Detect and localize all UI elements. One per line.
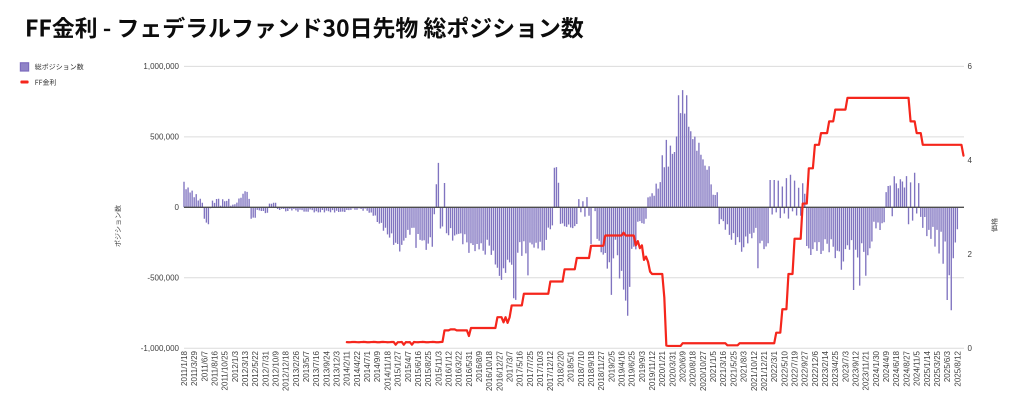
svg-text:2025/6/3: 2025/6/3 bbox=[943, 350, 952, 382]
svg-text:2016/12/27: 2016/12/27 bbox=[495, 350, 504, 391]
svg-text:2018/9/18: 2018/9/18 bbox=[587, 350, 596, 386]
svg-text:2021/3/16: 2021/3/16 bbox=[719, 350, 728, 386]
svg-text:2013/9/24: 2013/9/24 bbox=[322, 350, 331, 386]
svg-text:2021/10/12: 2021/10/12 bbox=[750, 350, 759, 391]
svg-text:2020/10/27: 2020/10/27 bbox=[699, 350, 708, 391]
svg-text:2023/9/12: 2023/9/12 bbox=[852, 350, 861, 386]
svg-text:2024/1/30: 2024/1/30 bbox=[872, 350, 881, 386]
svg-text:2018/5/1: 2018/5/1 bbox=[567, 350, 576, 382]
svg-text:2025/1/14: 2025/1/14 bbox=[923, 350, 932, 386]
svg-text:2015/11/3: 2015/11/3 bbox=[434, 350, 443, 386]
svg-text:2024/6/18: 2024/6/18 bbox=[892, 350, 901, 386]
svg-text:2016/1/12: 2016/1/12 bbox=[444, 350, 453, 386]
svg-text:0: 0 bbox=[175, 203, 180, 212]
svg-text:2025/8/12: 2025/8/12 bbox=[953, 350, 962, 386]
svg-text:2011/8/16: 2011/8/16 bbox=[210, 350, 219, 386]
svg-text:2014/11/18: 2014/11/18 bbox=[383, 350, 392, 390]
svg-text:2023/4/25: 2023/4/25 bbox=[831, 350, 840, 386]
svg-text:2015/8/25: 2015/8/25 bbox=[424, 350, 433, 386]
svg-text:2021/1/5: 2021/1/5 bbox=[709, 350, 718, 382]
svg-text:-500,000: -500,000 bbox=[147, 274, 179, 283]
svg-text:4: 4 bbox=[968, 156, 973, 165]
svg-text:2023/11/21: 2023/11/21 bbox=[862, 350, 871, 390]
svg-text:2013/12/3: 2013/12/3 bbox=[333, 350, 342, 386]
svg-text:2013/2/26: 2013/2/26 bbox=[292, 350, 301, 386]
svg-text:2015/4/7: 2015/4/7 bbox=[404, 350, 413, 382]
svg-text:2012/10/9: 2012/10/9 bbox=[271, 350, 280, 386]
svg-text:2017/7/25: 2017/7/25 bbox=[526, 350, 535, 386]
svg-text:0: 0 bbox=[968, 344, 973, 353]
svg-text:2025/3/25: 2025/3/25 bbox=[933, 350, 942, 386]
svg-text:2016/3/22: 2016/3/22 bbox=[455, 350, 464, 386]
svg-text:2019/9/3: 2019/9/3 bbox=[638, 350, 647, 382]
svg-text:2011/1/18: 2011/1/18 bbox=[180, 350, 189, 386]
svg-text:2021/8/3: 2021/8/3 bbox=[740, 350, 749, 382]
svg-text:2019/2/5: 2019/2/5 bbox=[607, 350, 616, 382]
svg-text:2020/3/31: 2020/3/31 bbox=[668, 350, 677, 386]
svg-text:2021/5/25: 2021/5/25 bbox=[729, 350, 738, 386]
svg-text:2014/4/22: 2014/4/22 bbox=[353, 350, 362, 386]
svg-text:-1,000,000: -1,000,000 bbox=[141, 344, 180, 353]
svg-text:2011/3/29: 2011/3/29 bbox=[190, 350, 199, 386]
svg-text:2014/7/1: 2014/7/1 bbox=[363, 350, 372, 382]
svg-text:2016/8/9: 2016/8/9 bbox=[475, 350, 484, 382]
svg-text:2018/7/10: 2018/7/10 bbox=[577, 350, 586, 386]
svg-text:500,000: 500,000 bbox=[150, 133, 179, 142]
svg-text:2012/12/18: 2012/12/18 bbox=[282, 350, 291, 391]
svg-text:2012/3/13: 2012/3/13 bbox=[241, 350, 250, 386]
svg-text:2014/9/9: 2014/9/9 bbox=[373, 350, 382, 382]
svg-text:2012/1/3: 2012/1/3 bbox=[231, 350, 240, 382]
svg-text:2019/11/12: 2019/11/12 bbox=[648, 350, 657, 390]
svg-text:2023/2/14: 2023/2/14 bbox=[821, 350, 830, 386]
svg-text:2011/10/25: 2011/10/25 bbox=[221, 350, 230, 390]
svg-text:2012/5/22: 2012/5/22 bbox=[251, 350, 260, 386]
svg-text:2013/5/7: 2013/5/7 bbox=[302, 350, 311, 382]
svg-text:2013/7/16: 2013/7/16 bbox=[312, 350, 321, 386]
svg-text:2024/4/9: 2024/4/9 bbox=[882, 350, 891, 382]
svg-text:6: 6 bbox=[968, 62, 973, 71]
svg-text:2017/12/12: 2017/12/12 bbox=[546, 350, 555, 391]
svg-text:2012/7/31: 2012/7/31 bbox=[261, 350, 270, 386]
svg-text:2019/4/16: 2019/4/16 bbox=[617, 350, 626, 386]
svg-text:2020/8/18: 2020/8/18 bbox=[689, 350, 698, 386]
svg-text:2022/3/1: 2022/3/1 bbox=[770, 350, 779, 382]
svg-text:2022/9/27: 2022/9/27 bbox=[801, 350, 810, 386]
svg-text:2024/8/27: 2024/8/27 bbox=[902, 350, 911, 386]
svg-text:2022/7/19: 2022/7/19 bbox=[790, 350, 799, 386]
svg-text:2020/6/9: 2020/6/9 bbox=[679, 350, 688, 382]
svg-text:2020/1/21: 2020/1/21 bbox=[658, 350, 667, 386]
svg-text:2022/12/6: 2022/12/6 bbox=[811, 350, 820, 386]
svg-text:2017/5/16: 2017/5/16 bbox=[516, 350, 525, 386]
svg-text:2023/7/3: 2023/7/3 bbox=[841, 350, 850, 382]
svg-text:2017/3/7: 2017/3/7 bbox=[506, 350, 515, 382]
svg-text:1,000,000: 1,000,000 bbox=[143, 62, 179, 71]
svg-text:2022/5/10: 2022/5/10 bbox=[780, 350, 789, 386]
svg-text:2018/2/20: 2018/2/20 bbox=[556, 350, 565, 386]
svg-text:2014/2/11: 2014/2/11 bbox=[343, 350, 352, 386]
svg-text:2016/5/31: 2016/5/31 bbox=[465, 350, 474, 386]
svg-text:2021/12/21: 2021/12/21 bbox=[760, 350, 769, 391]
svg-text:2015/6/16: 2015/6/16 bbox=[414, 350, 423, 386]
svg-text:2024/11/5: 2024/11/5 bbox=[913, 350, 922, 386]
svg-text:2017/10/3: 2017/10/3 bbox=[536, 350, 545, 386]
svg-text:2019/6/25: 2019/6/25 bbox=[628, 350, 637, 386]
svg-text:2011/6/7: 2011/6/7 bbox=[200, 350, 209, 381]
svg-text:2: 2 bbox=[968, 250, 973, 259]
svg-text:2015/1/27: 2015/1/27 bbox=[394, 350, 403, 386]
svg-text:2016/10/18: 2016/10/18 bbox=[485, 350, 494, 391]
svg-text:2018/11/27: 2018/11/27 bbox=[597, 350, 606, 390]
